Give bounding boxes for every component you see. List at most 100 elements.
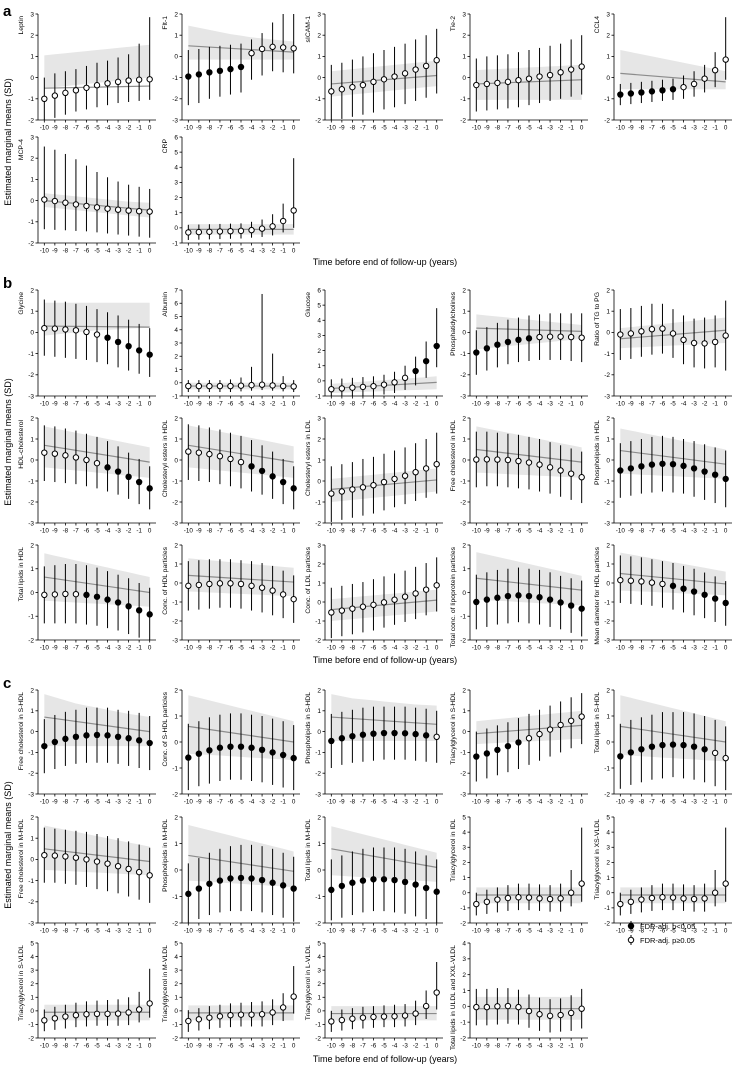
data-point [648, 326, 656, 333]
data-point [185, 1017, 192, 1025]
data-point [578, 605, 585, 612]
data-point [62, 89, 69, 97]
data-point [391, 73, 398, 80]
x-axis-label-a: Time before end of follow-up (years) [313, 257, 457, 267]
data-point [227, 455, 234, 463]
x-tick-label: -10 [327, 125, 337, 132]
x-tick-label: -8 [639, 799, 645, 806]
x-tick-label: 0 [580, 528, 584, 535]
x-tick-label: -2 [558, 645, 564, 652]
data-point [114, 862, 122, 870]
data-point [380, 599, 388, 606]
x-tick-label: -9 [628, 528, 634, 535]
x-tick-label: -4 [105, 248, 111, 255]
data-point [711, 66, 719, 74]
data-point [690, 743, 698, 750]
data-point [83, 1011, 90, 1018]
data-point [206, 747, 213, 754]
x-tick-label: -10 [40, 401, 50, 408]
data-point [328, 609, 335, 616]
data-point [41, 324, 48, 332]
y-tick-label: -1 [604, 599, 610, 606]
x-tick-label: -10 [40, 528, 50, 535]
y-tick-label: 2 [462, 860, 466, 867]
x-tick-label: -10 [472, 125, 482, 132]
x-tick-label: -6 [516, 645, 522, 652]
x-tick-label: -8 [207, 401, 213, 408]
y-tick-label: -1 [315, 750, 321, 757]
data-point [83, 84, 90, 91]
data-point [114, 78, 122, 86]
data-point [83, 732, 90, 739]
data-point [279, 591, 287, 598]
x-tick-label: -2 [558, 528, 564, 535]
data-point [93, 459, 101, 467]
x-tick-label: -10 [616, 799, 626, 806]
data-point [380, 729, 388, 737]
x-tick-label: -7 [649, 528, 655, 535]
x-tick-label: -8 [207, 125, 213, 132]
data-point [525, 335, 533, 342]
y-tick-label: 4 [317, 954, 321, 961]
x-tick-label: -4 [537, 401, 543, 408]
x-tick-label: -4 [249, 528, 255, 535]
x-tick-label: 0 [580, 125, 584, 132]
data-point [617, 331, 624, 338]
data-point [648, 743, 656, 750]
x-tick-label: -10 [184, 799, 194, 806]
y-tick-label: -3 [315, 791, 321, 798]
data-point [578, 63, 585, 70]
data-point [135, 76, 143, 83]
x-tick-label: -8 [639, 125, 645, 132]
data-point [504, 1002, 512, 1010]
y-tick-label: 0 [174, 580, 178, 587]
data-point [536, 1011, 543, 1018]
data-point [578, 880, 585, 887]
x-tick-label: -9 [339, 645, 345, 652]
x-tick-label: -3 [402, 645, 408, 652]
x-tick-label: -1 [568, 401, 574, 408]
y-tick-label: 3 [462, 956, 466, 963]
x-tick-label: -1 [136, 248, 142, 255]
x-tick-label: -3 [547, 401, 553, 408]
data-point [258, 876, 266, 884]
x-tick-label: -5 [238, 645, 244, 652]
data-point [525, 894, 533, 901]
x-tick-label: -6 [516, 528, 522, 535]
x-tick-label: -3 [115, 528, 121, 535]
data-point [567, 470, 575, 477]
data-point [536, 594, 543, 601]
y-tick-label: -2 [315, 1035, 321, 1042]
y-tick-label: -3 [28, 920, 34, 927]
data-point [248, 1011, 255, 1018]
y-tick-label: -2 [460, 920, 466, 927]
y-tick-label: -3 [172, 520, 178, 527]
data-point [104, 334, 111, 341]
data-point [248, 226, 255, 234]
x-tick-label: -9 [52, 645, 58, 652]
data-point [401, 730, 409, 737]
y-tick-label: 5 [462, 814, 466, 821]
data-point [114, 338, 122, 346]
data-point [391, 596, 398, 603]
data-point [216, 228, 224, 235]
x-tick-label: -8 [350, 1043, 356, 1050]
trend-line [620, 72, 726, 83]
y-tick-label: -1 [604, 905, 610, 912]
x-tick-label: -1 [280, 645, 286, 652]
x-tick-label: -1 [280, 799, 286, 806]
data-point [483, 1003, 491, 1011]
x-tick-label: -2 [413, 125, 419, 132]
panel-label: Phosphatidylcholines [450, 291, 457, 355]
x-tick-label: 0 [580, 799, 584, 806]
data-point [135, 607, 143, 614]
data-point [135, 478, 143, 486]
x-tick-label: -1 [423, 125, 429, 132]
x-tick-label: -4 [681, 528, 687, 535]
data-point [227, 743, 234, 750]
data-point [216, 580, 224, 587]
y-tick-label: 0 [30, 729, 34, 736]
